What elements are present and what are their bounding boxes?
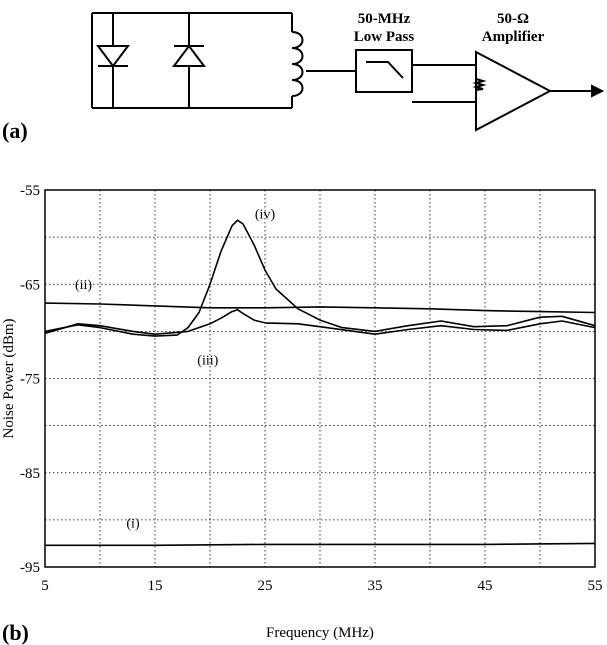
amplifier-triangle-icon: [475, 50, 553, 132]
panel-a-label: (a): [2, 118, 28, 143]
series-label: (ii): [75, 278, 92, 293]
x-axis-label: Frequency (MHz): [266, 625, 374, 641]
chart-grid: [45, 190, 595, 567]
series-label: (iv): [255, 207, 276, 222]
chart-series: [44, 219, 596, 547]
series-line: [44, 219, 596, 337]
tick-labels: 5 15 25 35 45 55 -95 -85 -75 -65 -55: [20, 183, 603, 594]
diode-icon: [172, 13, 206, 108]
diode-icon: [96, 13, 130, 108]
inductor-coil-icon: [291, 31, 304, 97]
circuit-diagram: [91, 12, 605, 132]
series-line: [44, 308, 596, 335]
amp-label-line1: 50-Ω: [497, 11, 529, 27]
y-tick-label: -75: [20, 372, 40, 388]
plot-frame: [44, 189, 596, 568]
x-tick-label: 25: [258, 578, 273, 594]
filter-label-line1: 50-MHz: [358, 11, 411, 27]
low-pass-filter-box: [355, 49, 413, 93]
x-tick-label: 35: [368, 578, 383, 594]
output-arrow-icon: [591, 84, 605, 98]
curve-labels: (i) (ii) (iii) (iv): [75, 207, 275, 531]
y-tick-label: -55: [20, 183, 40, 199]
filter-label-line2: Low Pass: [354, 29, 415, 45]
x-tick-label: 15: [148, 578, 163, 594]
panel-b-label: (b): [2, 620, 29, 645]
x-tick-label: 55: [588, 578, 603, 594]
series-line: [45, 542, 596, 547]
noise-power-chart: 5 15 25 35 45 55-95-85-75-65-55 (i)(ii)(iii)(…: [1, 183, 603, 641]
x-tick-label: 45: [478, 578, 493, 594]
y-axis-label: Noise Power (dBm): [1, 319, 17, 439]
y-tick-label: -95: [20, 560, 40, 576]
series-label: (i): [126, 516, 140, 531]
y-tick-label: -65: [20, 277, 40, 293]
low-pass-filter-icon: [366, 61, 404, 79]
resistor-icon: [472, 78, 487, 91]
series-label: (iii): [197, 353, 218, 368]
amp-label-line2: Amplifier: [482, 29, 545, 45]
y-tick-label: -85: [20, 466, 40, 482]
x-tick-label: 5: [41, 578, 49, 594]
series-line: [44, 302, 596, 314]
